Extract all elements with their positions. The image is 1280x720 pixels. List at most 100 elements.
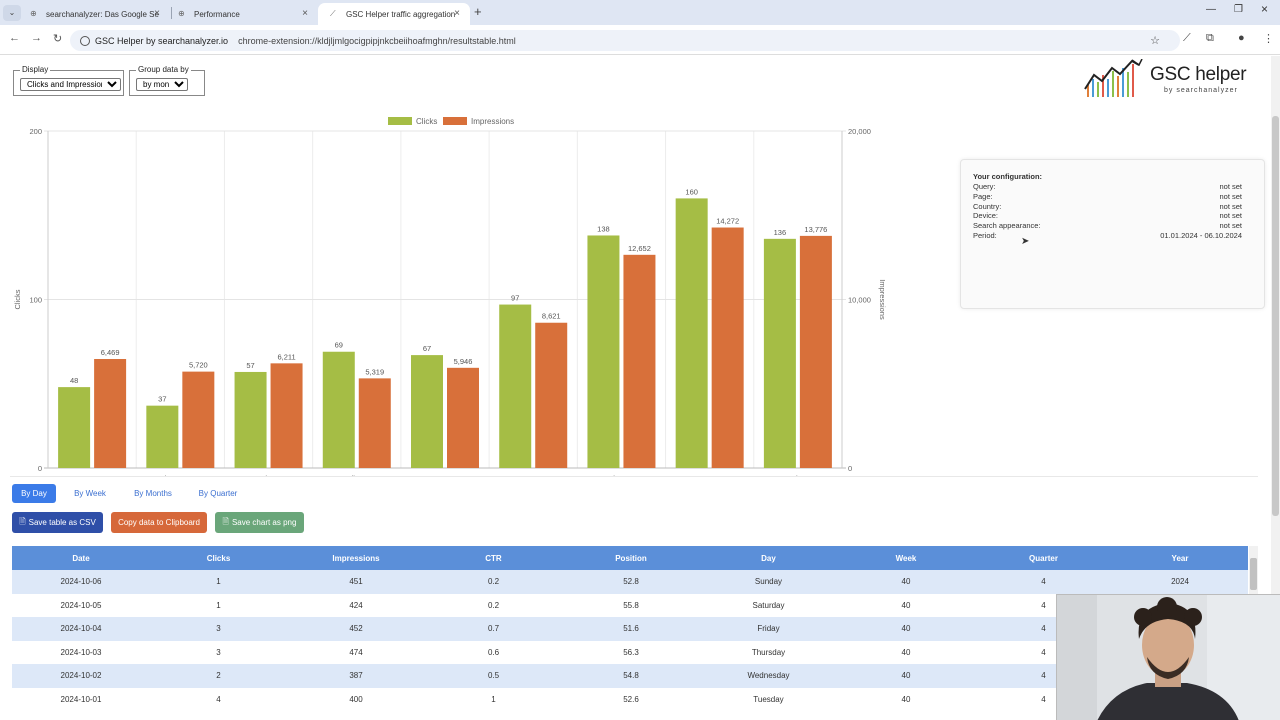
column-header[interactable]: Quarter	[1029, 553, 1058, 563]
browser-tab-2[interactable]: ⊕ Performance ×	[166, 3, 318, 25]
browser-tab-1[interactable]: ⊕ searchanalyzer: Das Google Se ×	[18, 3, 170, 25]
tab-search-icon[interactable]: ⌄	[3, 5, 21, 21]
table-cell: 4	[216, 694, 221, 704]
table-cell: 387	[349, 671, 363, 681]
table-row: 2024-10-03 3 474 0.6 56.3 Thursday 40 4	[12, 640, 1248, 664]
group-select[interactable]: by month	[136, 78, 188, 91]
close-icon[interactable]: ×	[302, 8, 308, 19]
page-scrollbar[interactable]	[1271, 56, 1280, 720]
data-label: 14,272	[716, 217, 739, 226]
table-cell: 2024	[1171, 577, 1189, 587]
table-cell: 55.8	[623, 600, 639, 610]
table-cell: 40	[901, 671, 911, 681]
close-icon[interactable]: ×	[454, 8, 460, 19]
data-label: 69	[335, 341, 343, 350]
close-window-icon[interactable]: ×	[1261, 2, 1269, 16]
x-tick-label: February 2024	[156, 474, 205, 476]
data-label: 67	[423, 344, 431, 353]
column-header[interactable]: Position	[615, 553, 647, 563]
data-label: 6,211	[277, 352, 295, 361]
traffic-bar-chart: 0 100 200 0 10,000 20,000 Clicks Impressions Cli…	[13, 117, 887, 476]
profile-avatar-icon[interactable]: ●	[1238, 32, 1245, 44]
gsc-extension-icon[interactable]: ⟋	[1183, 32, 1191, 44]
table-row: 2024-10-02 2 387 0.5 54.8 Wednesday 40 4	[12, 664, 1248, 688]
bar-clicks	[234, 371, 267, 468]
x-tick-label: September 2024	[770, 474, 825, 476]
group-legend: Group data by	[136, 65, 191, 74]
x-tick-label: August 2024	[689, 474, 731, 476]
new-tab-icon[interactable]: +	[474, 4, 482, 19]
bar-impressions	[447, 367, 479, 468]
logo-subtitle: by searchanalyzer	[1164, 87, 1238, 94]
config-value: not set	[1219, 201, 1242, 211]
menu-kebab-icon[interactable]: ⋮	[1263, 33, 1274, 45]
column-header[interactable]: Year	[1171, 553, 1189, 563]
data-label: 48	[70, 376, 78, 385]
table-cell: 2024-10-04	[60, 624, 102, 634]
config-label: Search appearance:	[973, 221, 1041, 231]
column-header[interactable]: Week	[895, 553, 917, 563]
tab-by-day[interactable]: By Day	[12, 484, 56, 503]
column-header[interactable]: Impressions	[332, 553, 380, 563]
column-header[interactable]: Clicks	[206, 553, 231, 563]
chart-icon: ⟋	[330, 9, 336, 18]
legend-label: Impressions	[471, 117, 514, 126]
site-chip[interactable]: GSC Helper by searchanalyzer.io	[70, 35, 228, 46]
back-icon[interactable]: ←	[9, 32, 20, 44]
extensions-puzzle-icon[interactable]: ⧉	[1206, 32, 1214, 44]
config-row: Query: not set	[973, 182, 1252, 192]
data-label: 13,776	[804, 225, 827, 234]
table-cell: 0.5	[487, 671, 500, 681]
table-cell: 451	[349, 577, 363, 587]
gsc-helper-logo: GSC helper by searchanalyzer	[1084, 59, 1264, 99]
x-tick-label: June 2024	[516, 474, 551, 476]
extension-icon	[80, 35, 90, 46]
config-value: not set	[1219, 182, 1242, 191]
y2-tick-label: 0	[848, 464, 852, 473]
legend-swatch	[443, 117, 467, 125]
tab-title: GSC Helper traffic aggregation	[346, 9, 456, 19]
config-row: Search appearance: not set	[973, 221, 1252, 231]
table-cell: Sunday	[754, 577, 783, 587]
bar-impressions	[799, 235, 832, 468]
table-cell: 4	[1041, 577, 1046, 587]
display-select[interactable]: Clicks and Impressions	[20, 78, 121, 91]
table-cell: 2024-10-03	[60, 647, 102, 657]
bookmark-star-icon[interactable]: ☆	[1150, 35, 1160, 47]
tab-by-week[interactable]: By Week	[74, 489, 106, 498]
table-cell: 4	[1041, 624, 1046, 634]
y2-tick-label: 10,000	[848, 296, 871, 305]
column-header[interactable]: CTR	[485, 553, 502, 563]
table-cell: 452	[349, 624, 363, 634]
address-bar[interactable]: GSC Helper by searchanalyzer.io chrome-e…	[70, 30, 1180, 51]
tab-title: Performance	[194, 9, 240, 19]
data-label: 57	[246, 361, 254, 370]
close-icon[interactable]: ×	[154, 8, 160, 19]
y-axis-title: Clicks	[13, 289, 22, 309]
x-tick-label: January 2024	[69, 474, 114, 476]
config-label: Device:	[973, 211, 999, 221]
copy-clipboard-button[interactable]: Copy data to Clipboard	[111, 512, 207, 533]
column-header[interactable]: Date	[72, 553, 90, 563]
data-label: 5,946	[454, 357, 473, 366]
table-cell: 474	[349, 647, 363, 657]
bar-clicks	[587, 235, 620, 468]
column-header[interactable]: Day	[761, 553, 776, 563]
bar-clicks	[763, 238, 796, 468]
restore-icon[interactable]: ❐	[1234, 4, 1243, 15]
config-row: Period: 01.01.2024 - 06.10.2024	[973, 231, 1252, 241]
save-csv-button[interactable]: 🗎 Save table as CSV	[12, 512, 103, 533]
bar-clicks	[322, 351, 355, 468]
bar-impressions	[358, 378, 391, 468]
data-label: 138	[597, 224, 610, 233]
save-png-button[interactable]: 🗎 Save chart as png	[215, 512, 304, 533]
minimize-icon[interactable]: —	[1206, 4, 1216, 15]
bar-impressions	[623, 254, 656, 468]
forward-icon[interactable]: →	[31, 32, 42, 44]
tab-by-quarter[interactable]: By Quarter	[198, 489, 238, 498]
tab-by-months[interactable]: By Months	[134, 489, 172, 498]
reload-icon[interactable]: ↻	[53, 33, 63, 45]
group-fieldset: Group data by by month	[129, 65, 205, 96]
browser-tab-3[interactable]: ⟋ GSC Helper traffic aggregation ×	[318, 3, 470, 25]
table-header: Date Clicks Impressions CTR Position Day Week Q…	[12, 546, 1248, 570]
